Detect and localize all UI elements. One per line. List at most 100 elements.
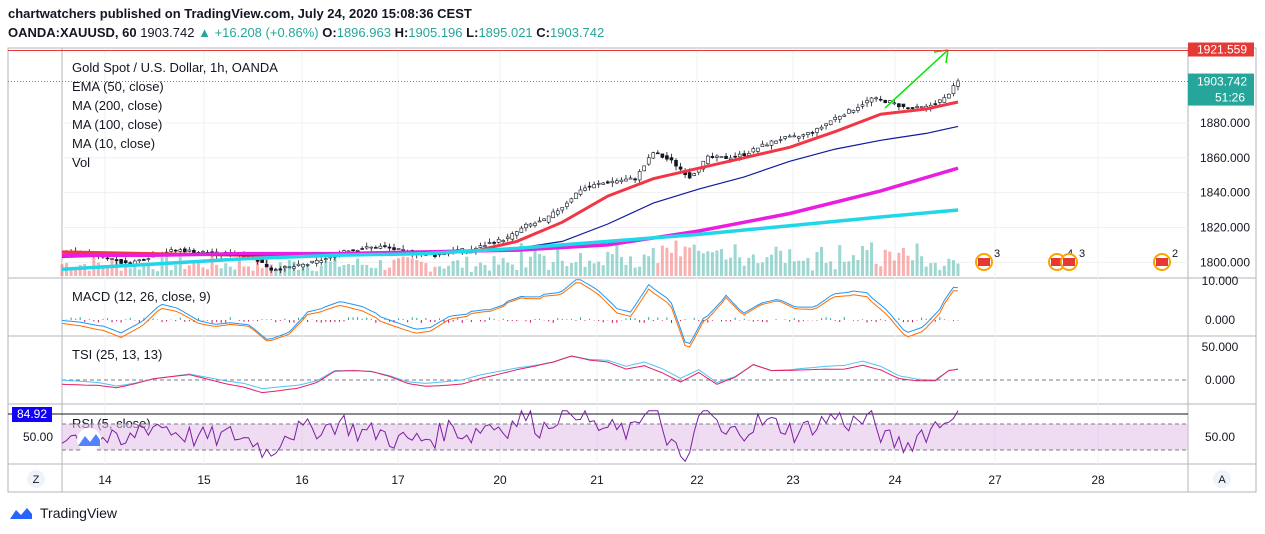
- last-price: 1903.742: [140, 25, 195, 40]
- candle-body: [142, 259, 146, 261]
- series-line-ema-50: [61, 100, 959, 257]
- volume-bar: [938, 270, 942, 276]
- candle-body: [674, 160, 678, 167]
- candle-body: [660, 153, 665, 158]
- tradingview-watermark-shape: [78, 434, 100, 446]
- volume-bar: [260, 268, 264, 276]
- volume-bar: [119, 270, 123, 276]
- candle-body: [492, 241, 496, 244]
- volume-bar: [801, 260, 805, 276]
- volume-bar: [210, 256, 214, 276]
- low-value: 1895.021: [478, 25, 533, 40]
- candle-body: [751, 148, 756, 153]
- candle-body: [364, 246, 369, 249]
- volume-bar: [715, 250, 719, 276]
- symbol-line: OANDA:XAUUSD, 60 1903.742 ▲ +16.208 (+0.…: [8, 25, 605, 40]
- volume-bar: [87, 270, 91, 276]
- candle-body: [292, 266, 296, 269]
- rsi-left-tick-label: 50.00: [23, 430, 53, 444]
- main-legend-item: MA (10, close): [72, 136, 155, 151]
- volume-bar: [133, 261, 137, 276]
- volume-bar: [547, 269, 551, 276]
- candle-body: [869, 97, 874, 103]
- volume-bar: [592, 263, 596, 276]
- volume-bar: [324, 261, 328, 276]
- volume-bar: [733, 244, 737, 276]
- candle-body: [733, 155, 737, 158]
- volume-bar: [806, 257, 810, 276]
- top-price-tag: [1188, 42, 1254, 57]
- volume-bar: [624, 264, 628, 276]
- event-badge-count: 3: [1079, 248, 1085, 260]
- candle-body: [951, 85, 956, 94]
- volume-bar: [146, 264, 150, 276]
- candle-body: [824, 123, 828, 126]
- volume-bar: [883, 249, 887, 276]
- candle-body: [910, 107, 915, 109]
- volume-bar: [920, 256, 924, 276]
- candle-body: [269, 267, 274, 271]
- volume-bar: [333, 256, 337, 276]
- volume-bar: [506, 262, 510, 276]
- volume-bar: [410, 258, 414, 276]
- volume-bar: [297, 269, 301, 276]
- volume-bar: [565, 266, 569, 276]
- volume-bar: [765, 257, 769, 276]
- candle-body: [401, 249, 405, 251]
- candle-body: [542, 218, 546, 221]
- volume-bar: [383, 269, 387, 276]
- volume-bar: [428, 271, 432, 276]
- high-value: 1905.196: [408, 25, 463, 40]
- tradingview-logo[interactable]: TradingView: [8, 505, 117, 521]
- tsi-legend: TSI (25, 13, 13): [72, 347, 162, 362]
- candle-body: [933, 103, 938, 105]
- volume-bar: [233, 269, 237, 276]
- candle-body: [296, 263, 301, 267]
- candle-body: [783, 136, 787, 139]
- volume-bar: [397, 258, 401, 276]
- candle-body: [201, 251, 205, 253]
- volume-bar: [165, 256, 169, 276]
- candle-body: [797, 136, 801, 139]
- volume-bar: [360, 264, 364, 276]
- tsi-signal-line: [61, 355, 959, 394]
- time-tick-label: 15: [197, 473, 211, 487]
- candle-body: [819, 126, 824, 130]
- time-axis-frame: [7, 463, 1257, 493]
- time-tick-label: 20: [493, 473, 507, 487]
- candle-body: [678, 166, 683, 170]
- volume-bar: [392, 259, 396, 276]
- time-tick-label: 24: [888, 473, 902, 487]
- candle-body: [301, 264, 305, 268]
- volume-bar: [629, 256, 633, 276]
- volume-bar: [387, 267, 391, 276]
- auto-scale-button-label: A: [1218, 474, 1226, 486]
- candle-body: [656, 152, 660, 155]
- candle-body: [806, 132, 810, 135]
- volume-bar: [274, 268, 278, 276]
- volume-bar: [306, 264, 310, 276]
- main-legend-item: MA (100, close): [72, 117, 162, 132]
- volume-bar: [451, 261, 455, 276]
- candle-body: [628, 177, 633, 180]
- volume-bar: [838, 245, 842, 276]
- candle-body: [537, 220, 542, 223]
- volume-bar: [533, 248, 537, 276]
- candle-body: [715, 155, 719, 158]
- price-tick-label: 1800.000: [1200, 255, 1250, 269]
- volume-bar: [788, 249, 792, 276]
- main-legend-item: Vol: [72, 155, 90, 170]
- volume-bar: [747, 257, 751, 276]
- candle-body: [787, 135, 792, 138]
- volume-bar: [601, 265, 605, 276]
- volume-bar: [820, 246, 824, 276]
- volume-bar: [897, 252, 901, 276]
- candle-body: [551, 211, 556, 219]
- volume-bar: [610, 254, 614, 276]
- candle-body: [719, 156, 724, 158]
- candle-body: [851, 110, 856, 113]
- candle-body: [651, 152, 656, 159]
- main-legend-item: MA (200, close): [72, 98, 162, 113]
- volume-bar: [174, 264, 178, 276]
